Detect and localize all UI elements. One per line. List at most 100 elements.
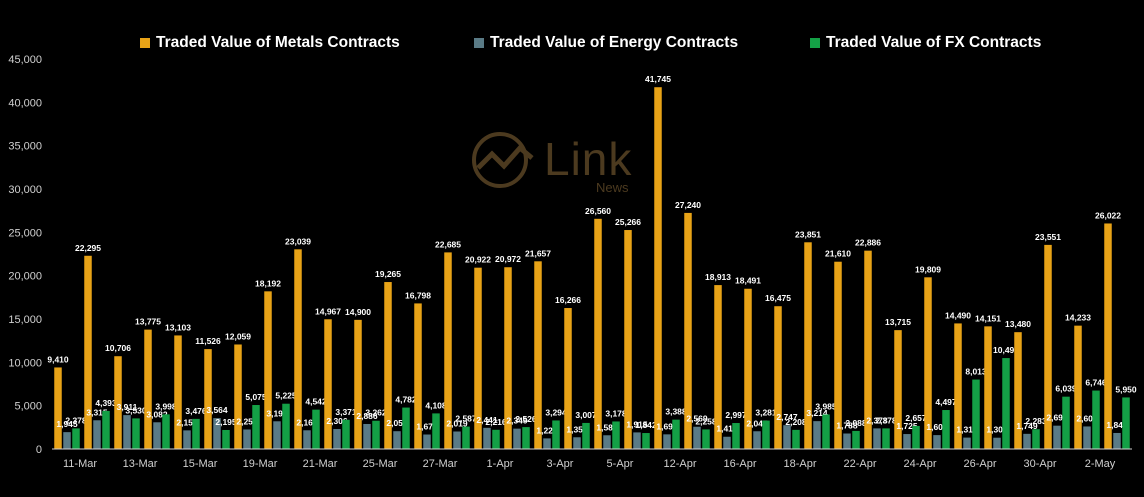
data-label-energy: 2,747 (776, 412, 798, 422)
data-label-energy: 3,911 (117, 402, 138, 412)
data-label-metals: 14,233 (1065, 313, 1091, 323)
bar-energy (363, 423, 371, 449)
bar-fx (642, 433, 650, 449)
x-tick-label: 5-Apr (607, 458, 634, 470)
data-label-fx: 2,283 (1025, 416, 1047, 426)
legend-item-fx: Traded Value of FX Contracts (810, 34, 1041, 52)
data-label-energy: 1,691 (656, 421, 678, 431)
bar-energy (63, 432, 71, 449)
data-label-fx: 3,281 (755, 408, 777, 418)
bar-fx (372, 420, 380, 449)
data-label-metals: 23,851 (795, 229, 821, 239)
legend-swatch-metals (140, 38, 150, 48)
data-label-energy: 1,316 (956, 425, 978, 435)
bar-metals (954, 323, 962, 449)
x-tick-label: 16-Apr (723, 458, 756, 470)
data-label-energy: 1,915 (626, 419, 648, 429)
bar-fx (432, 413, 440, 449)
bar-metals (684, 212, 692, 449)
bar-fx (1032, 429, 1040, 449)
bar-metals (834, 261, 842, 449)
data-label-energy: 1,749 (1016, 421, 1038, 431)
watermark-brand: Link (544, 133, 633, 185)
bar-fx (132, 418, 140, 449)
data-label-fx: 3,294 (545, 407, 567, 417)
bar-energy (333, 429, 341, 449)
bar-metals (444, 252, 452, 449)
bar-fx (252, 405, 260, 449)
bar-metals (384, 282, 392, 449)
bar-fx (1002, 358, 1010, 449)
watermark-sub: News (596, 180, 629, 195)
data-label-metals: 19,265 (375, 269, 401, 279)
data-label-fx: 5,225 (275, 391, 297, 401)
y-tick-label: 20,000 (8, 271, 42, 283)
bar-energy (453, 431, 461, 449)
bar-fx (492, 429, 500, 449)
data-label-fx: 3,530 (125, 405, 147, 415)
x-tick-label: 15-Mar (183, 458, 218, 470)
bar-fx (942, 410, 950, 449)
bar-metals (84, 255, 92, 449)
bar-fx (72, 428, 80, 449)
legend-swatch-energy (474, 38, 484, 48)
data-label-metals: 12,059 (225, 331, 251, 341)
bar-energy (993, 437, 1001, 449)
bar-metals (264, 291, 272, 449)
bar-fx (552, 420, 560, 449)
data-label-fx: 2,208 (785, 417, 807, 427)
data-label-energy: 2,047 (746, 418, 768, 428)
y-tick-label: 35,000 (8, 141, 42, 153)
data-label-metals: 10,706 (105, 343, 131, 353)
bar-energy (303, 430, 311, 449)
bar-metals (1014, 332, 1022, 449)
data-label-energy: 1,224 (536, 425, 558, 435)
data-label-energy: 1,585 (596, 422, 618, 432)
x-tick-label: 1-Apr (487, 458, 514, 470)
bar-energy (123, 415, 131, 449)
data-label-metals: 26,022 (1095, 210, 1121, 220)
data-label-metals: 16,266 (555, 295, 581, 305)
y-tick-label: 25,000 (8, 227, 42, 239)
bar-metals (894, 330, 902, 449)
bar-fx (462, 426, 470, 449)
bar-metals (744, 288, 752, 449)
data-label-fx: 10,491 (993, 345, 1019, 355)
data-label-metals: 22,685 (435, 239, 461, 249)
data-label-energy: 2,569 (686, 414, 708, 424)
bar-fx (882, 428, 890, 449)
bar-metals (804, 242, 812, 449)
bar-metals (564, 308, 572, 449)
data-label-energy: 2,378 (866, 415, 888, 425)
data-label-fx: 1,842 (635, 420, 657, 430)
data-label-metals: 26,560 (585, 206, 611, 216)
bar-fx (342, 419, 350, 449)
data-label-fx: 8,013 (965, 367, 987, 377)
bar-metals (174, 335, 182, 449)
bar-fx (972, 379, 980, 449)
bar-fx (792, 429, 800, 449)
data-label-metals: 22,295 (75, 243, 101, 253)
y-tick-label: 45,000 (8, 54, 42, 66)
data-label-energy: 1,725 (896, 421, 918, 431)
data-label-metals: 27,240 (675, 200, 701, 210)
bar-energy (813, 421, 821, 449)
bar-metals (624, 230, 632, 449)
x-tick-label: 22-Apr (843, 458, 876, 470)
data-label-metals: 13,103 (165, 322, 191, 332)
bar-energy (663, 434, 671, 449)
data-label-fx: 5,075 (245, 392, 267, 402)
bar-metals (594, 218, 602, 449)
data-label-fx: 3,007 (575, 410, 597, 420)
data-label-fx: 3,371 (335, 407, 357, 417)
data-label-metals: 13,715 (885, 317, 911, 327)
x-tick-label: 30-Apr (1023, 458, 1056, 470)
data-label-fx: 3,178 (605, 408, 627, 418)
bar-metals (1044, 244, 1052, 449)
data-label-metals: 21,657 (525, 248, 551, 258)
bar-fx (312, 409, 320, 449)
data-label-metals: 14,967 (315, 306, 341, 316)
bar-energy (273, 421, 281, 449)
data-label-metals: 41,745 (645, 74, 671, 84)
